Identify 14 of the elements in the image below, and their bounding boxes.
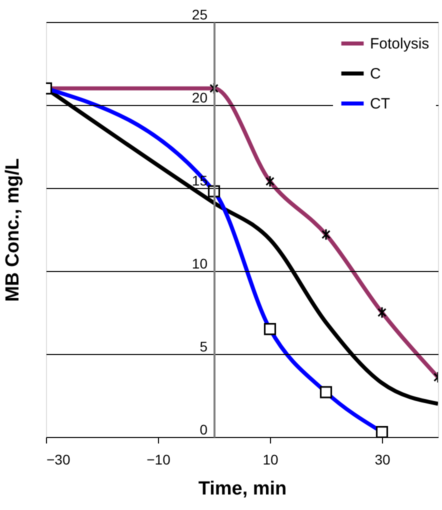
- y-tick-label: 0: [200, 422, 208, 438]
- x-tick-label: 10: [262, 452, 278, 468]
- y-tick-label: 20: [192, 90, 208, 106]
- y-axis-title: MB Conc., mg/L: [2, 158, 24, 302]
- legend-label: C: [370, 66, 381, 82]
- x-axis-title: Time, min: [198, 478, 287, 500]
- x-tick-label: −10: [146, 452, 171, 468]
- y-tick-label: 25: [192, 6, 208, 22]
- legend-label: CT: [370, 96, 390, 112]
- legend-label: Fotolysis: [370, 36, 430, 52]
- y-tick-label: 10: [192, 256, 208, 272]
- x-tick-label: 30: [374, 452, 390, 468]
- y-tick-label: 5: [200, 338, 208, 354]
- x-tick-label: −30: [46, 452, 70, 468]
